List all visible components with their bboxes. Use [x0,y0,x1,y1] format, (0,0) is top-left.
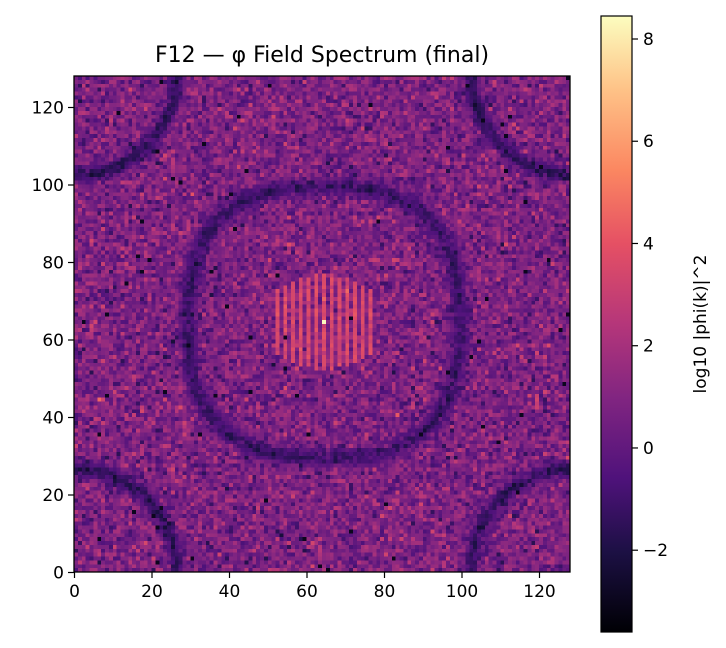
colorbar: −2 0 2 4 6 8 log10 |phi(k)|^2 [600,15,711,633]
x-tick-label: 100 [446,582,478,602]
heatmap-image-wrapper [74,76,570,572]
plot-frame [73,75,571,573]
y-axis: 0 20 40 60 80 100 120 [32,99,74,584]
x-tick-label: 120 [523,582,555,602]
x-tick-label: 80 [374,582,396,602]
y-tick-label: 120 [32,99,64,119]
colorbar-tick-label: 8 [643,30,654,50]
colorbar-gradient [600,15,633,633]
colorbar-tick-label: 6 [643,132,654,152]
y-tick-label: 60 [42,331,64,351]
colorbar-tick-label: −2 [643,541,668,561]
colorbar-tick-label: 0 [643,439,654,459]
colorbar-tick-label: 2 [643,337,654,357]
y-tick-label: 80 [42,254,64,274]
chart-title: F12 — φ Field Spectrum (final) [155,43,489,68]
colorbar-tick-label: 4 [643,234,654,254]
y-tick-label: 0 [53,564,64,584]
colorbar-ticks: −2 0 2 4 6 8 [632,30,668,561]
x-tick-label: 0 [69,582,80,602]
colorbar-label: log10 |phi(k)|^2 [691,255,711,394]
y-tick-label: 40 [42,409,64,429]
x-axis: 0 20 40 60 80 100 120 [69,572,556,602]
heatmap-image [74,76,570,572]
y-tick-label: 100 [32,176,64,196]
heatmap-plot [73,75,571,573]
y-tick-label: 20 [42,486,64,506]
x-tick-label: 20 [141,582,163,602]
x-tick-label: 60 [296,582,318,602]
x-tick-label: 40 [219,582,241,602]
